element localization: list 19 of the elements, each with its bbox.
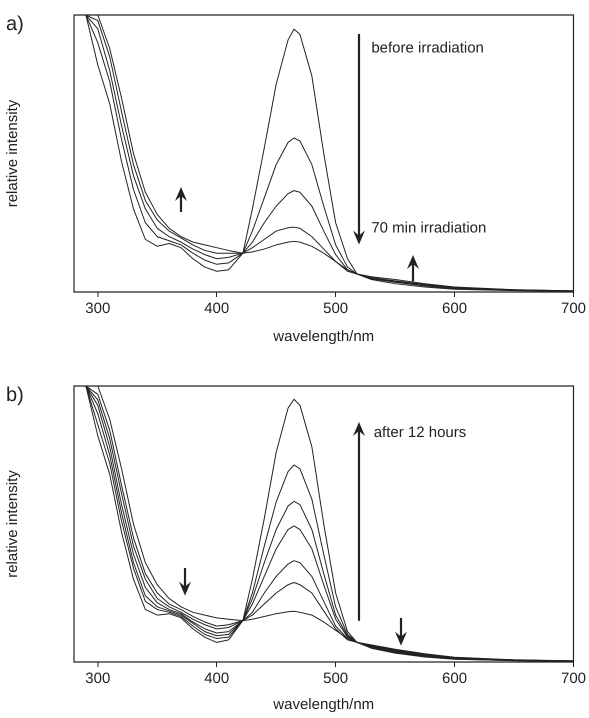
x-tick-label: 500 xyxy=(323,300,348,318)
annotation: before irradiation xyxy=(371,39,484,56)
x-tick-label: 400 xyxy=(204,670,230,688)
y-axis-title: relative intensity xyxy=(4,470,22,578)
annotation: after 12 hours xyxy=(374,424,466,442)
x-tick-label: 300 xyxy=(85,300,110,318)
x-tick-label: 300 xyxy=(85,670,110,688)
chart-title: a) xyxy=(6,13,24,36)
x-tick-label: 400 xyxy=(204,300,230,318)
x-axis-title: wavelength/nm xyxy=(272,328,374,346)
annotation: 70 min irradiation xyxy=(371,219,486,236)
x-tick-label: 700 xyxy=(560,670,586,688)
chart-title: b) xyxy=(6,384,24,407)
x-tick-label: 700 xyxy=(560,300,586,318)
y-axis-title: relative intensity xyxy=(4,99,22,208)
x-tick-label: 500 xyxy=(323,670,348,688)
x-tick-label: 600 xyxy=(442,670,468,688)
x-tick-label: 600 xyxy=(442,300,468,318)
x-axis-title: wavelength/nm xyxy=(272,696,374,714)
